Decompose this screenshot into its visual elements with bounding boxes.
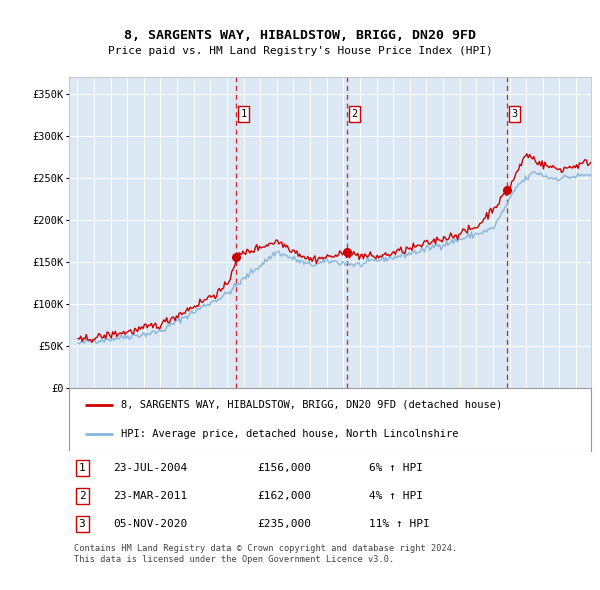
Text: Price paid vs. HM Land Registry's House Price Index (HPI): Price paid vs. HM Land Registry's House … xyxy=(107,47,493,56)
Text: 8, SARGENTS WAY, HIBALDSTOW, BRIGG, DN20 9FD (detached house): 8, SARGENTS WAY, HIBALDSTOW, BRIGG, DN20… xyxy=(121,400,502,410)
Text: 05-NOV-2020: 05-NOV-2020 xyxy=(113,519,188,529)
Text: 3: 3 xyxy=(511,109,517,119)
Text: 6% ↑ HPI: 6% ↑ HPI xyxy=(369,463,423,473)
Text: 23-MAR-2011: 23-MAR-2011 xyxy=(113,491,188,501)
Text: 1: 1 xyxy=(241,109,247,119)
Text: 3: 3 xyxy=(79,519,85,529)
Text: 2: 2 xyxy=(79,491,85,501)
Text: 23-JUL-2004: 23-JUL-2004 xyxy=(113,463,188,473)
Text: 1: 1 xyxy=(79,463,85,473)
Text: £162,000: £162,000 xyxy=(257,491,311,501)
Text: 4% ↑ HPI: 4% ↑ HPI xyxy=(369,491,423,501)
Text: 11% ↑ HPI: 11% ↑ HPI xyxy=(369,519,430,529)
Text: 8, SARGENTS WAY, HIBALDSTOW, BRIGG, DN20 9FD: 8, SARGENTS WAY, HIBALDSTOW, BRIGG, DN20… xyxy=(124,29,476,42)
Text: Contains HM Land Registry data © Crown copyright and database right 2024.
This d: Contains HM Land Registry data © Crown c… xyxy=(74,545,457,564)
Text: 2: 2 xyxy=(351,109,358,119)
Text: £156,000: £156,000 xyxy=(257,463,311,473)
Text: £235,000: £235,000 xyxy=(257,519,311,529)
Text: HPI: Average price, detached house, North Lincolnshire: HPI: Average price, detached house, Nort… xyxy=(121,429,459,439)
